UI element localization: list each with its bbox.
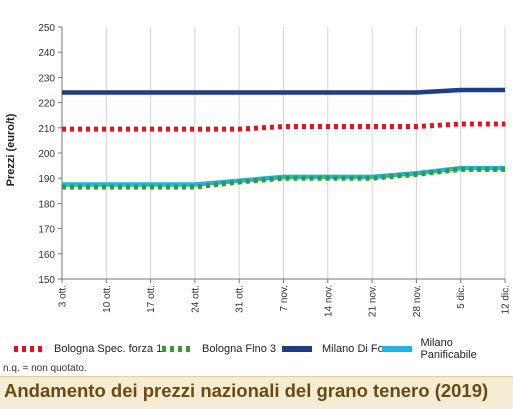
line-chart: 150 160 170 180 190 200 210 220 230 240 250 3 ott. 1…: [5, 23, 512, 317]
legend-item-bologna-spec-forza-1: Bologna Spec. forza 1: [12, 340, 162, 358]
legend-item-milano-di-forza: Milano Di Forza: [280, 340, 399, 358]
legend-label: Bologna Fino 3: [202, 343, 276, 355]
footnote: n.q. = non quotato.: [3, 363, 87, 374]
y-tick-label: 190: [38, 174, 55, 185]
legend-label: Bologna Spec. forza 1: [54, 343, 163, 355]
chart-legend: Bologna Spec. forza 1 Bologna Fino 3 Mil…: [8, 337, 508, 361]
legend-label: Milano Panificabile: [420, 337, 477, 361]
y-tick-label: 250: [38, 23, 55, 34]
chart-grid: [61, 27, 506, 279]
chart-axes: 150 160 170 180 190 200 210 220 230 240 250 3 ott. 1…: [38, 23, 511, 317]
legend-swatch-dotted-green: [162, 346, 192, 352]
legend-swatch-solid-navy: [282, 346, 312, 352]
y-tick-label: 200: [38, 149, 55, 160]
x-tick-label: 17 ott.: [146, 285, 157, 313]
legend-item-bologna-fino-3: Bologna Fino 3: [160, 340, 276, 358]
series-line-milano-di-forza: [62, 87, 505, 95]
x-tick-label: 31 ott.: [235, 285, 246, 313]
legend-item-milano-panificabile: Milano Panificabile: [380, 337, 508, 361]
y-tick-label: 160: [38, 250, 55, 261]
legend-swatch-solid-cyan: [382, 346, 412, 352]
legend-swatch-dotted-red: [14, 346, 44, 352]
x-tick-label: 14 nov.: [323, 285, 334, 317]
legend-label: Milano Di Forza: [322, 343, 400, 355]
x-tick-label: 7 nov.: [279, 285, 290, 312]
footer-banner: Andamento dei prezzi nazionali del grano…: [0, 376, 513, 409]
x-tick-label: 5 dic.: [456, 285, 467, 309]
x-tick-label: 21 nov.: [368, 285, 379, 317]
y-axis-title: Prezzi (euro/t): [5, 113, 17, 186]
series-line-bologna-fino-3: [62, 166, 505, 190]
y-tick-label: 230: [38, 73, 55, 84]
x-tick-label: 24 ott.: [190, 285, 201, 313]
y-tick-label: 170: [38, 225, 55, 236]
x-tick-label: 3 ott.: [58, 285, 69, 307]
y-tick-label: 240: [38, 48, 55, 59]
x-tick-label: 10 ott.: [102, 285, 113, 313]
chart-title: Andamento dei prezzi nazionali del grano…: [4, 380, 489, 401]
x-tick-label: 12 dic.: [501, 285, 512, 314]
x-tick-label: 28 nov.: [412, 285, 423, 317]
y-tick-label: 210: [38, 124, 55, 135]
y-tick-label: 180: [38, 199, 55, 210]
series-line-bologna-spec-forza-1: [62, 121, 505, 132]
chart-series: [62, 87, 505, 190]
y-tick-label: 220: [38, 99, 55, 110]
y-tick-label: 150: [38, 275, 55, 286]
